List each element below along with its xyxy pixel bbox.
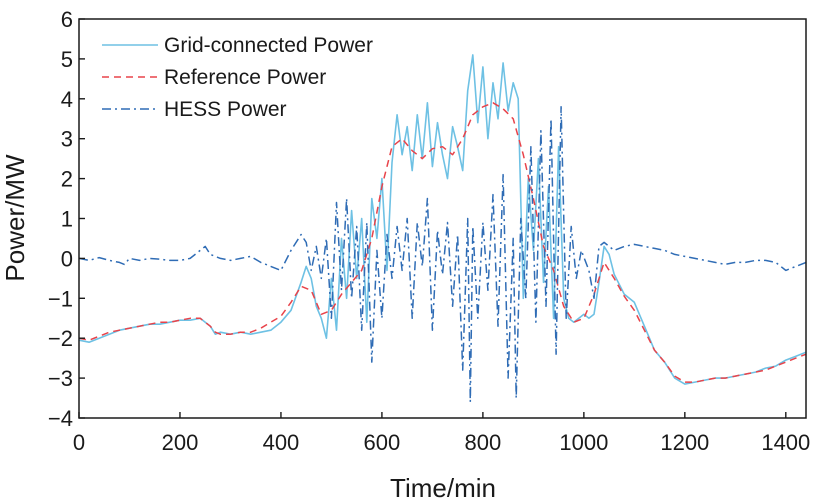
- legend: Grid-connected Power Reference Power HESS …: [102, 34, 373, 121]
- y-tick-label: 3: [61, 127, 73, 152]
- y-tick-label: 4: [61, 87, 73, 112]
- y-tick-label: −3: [48, 366, 73, 391]
- x-tick-label: 800: [465, 430, 502, 455]
- legend-label-0: Grid-connected Power: [164, 34, 373, 57]
- x-tick-label: 1000: [559, 430, 608, 455]
- plot-lines: [79, 54, 806, 403]
- y-tick-label: −1: [48, 286, 73, 311]
- legend-label-1: Reference Power: [164, 66, 326, 89]
- x-tick-label: 400: [263, 430, 300, 455]
- x-tick-label: 0: [73, 430, 85, 455]
- x-tick-label: 1200: [660, 430, 709, 455]
- y-tick-label: −4: [48, 406, 73, 431]
- y-tick-label: 2: [61, 167, 73, 192]
- series-line-1: [79, 102, 806, 383]
- y-tick-label: 6: [61, 7, 73, 32]
- y-tick-label: 5: [61, 47, 73, 72]
- y-tick-label: 0: [61, 246, 73, 271]
- x-tick-label: 200: [162, 430, 199, 455]
- ticks: 0 200 400 600 800 1000 1200 1400 −4 −3 −2 −1 0 1 2 3 4 5 6: [48, 7, 810, 455]
- series-line-2: [79, 106, 806, 403]
- y-tick-label: 1: [61, 207, 73, 232]
- x-tick-label: 1400: [761, 430, 810, 455]
- x-axis-label: Time/min: [390, 473, 496, 503]
- y-axis-label: Power/MW: [0, 154, 30, 282]
- x-tick-label: 600: [364, 430, 401, 455]
- legend-label-2: HESS Power: [164, 98, 287, 121]
- y-tick-label: −2: [48, 326, 73, 351]
